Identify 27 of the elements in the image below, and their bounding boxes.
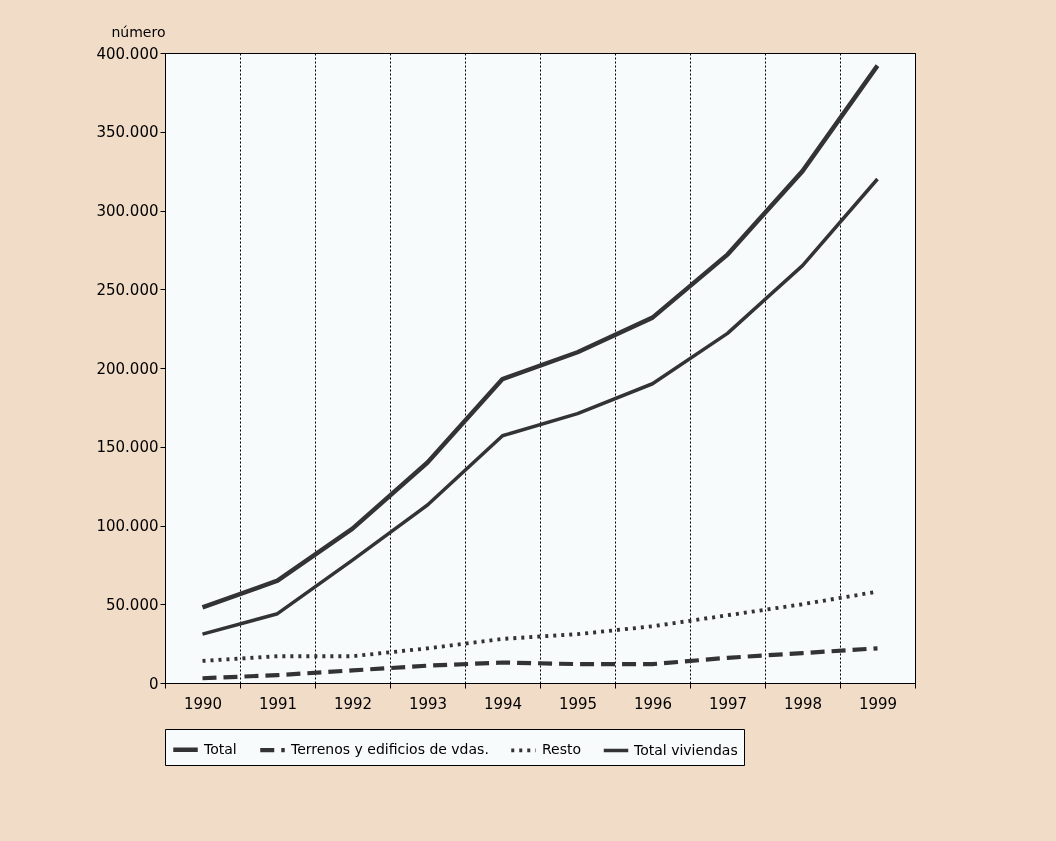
legend-label: Terrenos y edificios de vdas. [290, 741, 489, 758]
y-axis-title: número [111, 23, 166, 40]
y-tick-label: 250.000 [96, 280, 159, 299]
line-series [200, 646, 880, 681]
x-tick-label: 1995 [558, 694, 598, 713]
y-tick-label: 100.000 [96, 517, 159, 535]
y-tick-label: 200.000 [96, 359, 159, 378]
x-tick-label: 1994 [483, 694, 523, 713]
x-tick-label: 1998 [783, 694, 823, 713]
x-tick-label: 1993 [408, 694, 448, 713]
x-tick-label: 1996 [633, 694, 673, 713]
legend-label: Resto [542, 741, 582, 758]
legend-label: Total [203, 740, 237, 757]
line-series [200, 63, 880, 610]
x-tick-label: 1992 [333, 694, 373, 713]
y-tick-label: 400.000 [96, 44, 159, 63]
y-tick-label: 350.000 [96, 123, 159, 142]
y-tick-label: 0 [148, 674, 159, 693]
y-tick-label: 150.000 [96, 438, 159, 457]
legend-label: Total viviendas [633, 741, 738, 758]
x-tick-label: 1990 [183, 694, 223, 713]
line-series [200, 177, 880, 636]
x-tick-label: 1999 [858, 694, 898, 713]
x-tick-label: 1991 [258, 694, 298, 713]
y-tick-label: 50.000 [106, 595, 159, 614]
x-tick-label: 1997 [708, 694, 748, 713]
y-tick-label: 300.000 [96, 202, 159, 220]
